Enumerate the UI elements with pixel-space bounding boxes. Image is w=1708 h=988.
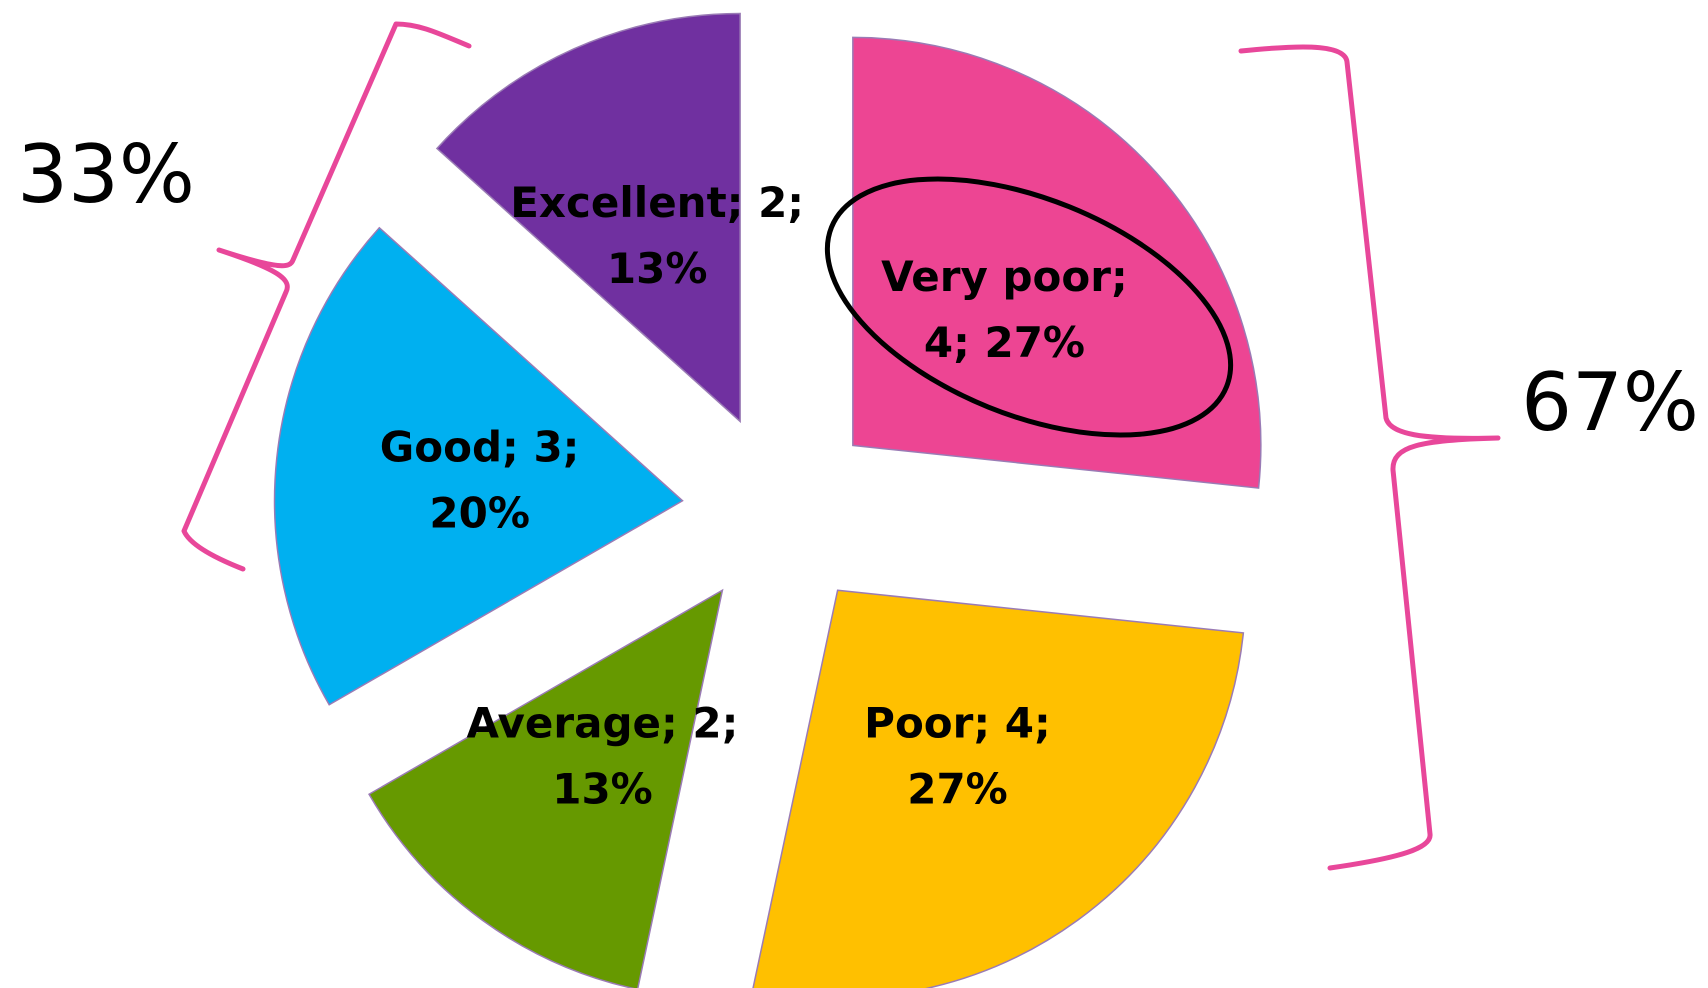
- data-label: Good; 3; 20%: [380, 422, 580, 537]
- slice: [368, 588, 724, 988]
- data-label-line: 27%: [907, 764, 1008, 813]
- data-label-line: Average; 2;: [467, 698, 739, 747]
- data-label-line: 4; 27%: [924, 318, 1085, 367]
- right-brace: [1238, 44, 1501, 871]
- slices: [273, 12, 1262, 988]
- slice: [852, 36, 1262, 489]
- labels: Very poor; 4; 27% Poor; 4; 27% Average; 2; 13…: [380, 178, 1128, 813]
- data-label: Very poor; 4; 27%: [881, 252, 1128, 367]
- data-label-line: Very poor;: [881, 252, 1128, 301]
- slice: [752, 589, 1245, 988]
- data-label-line: 13%: [552, 764, 653, 813]
- data-label: Excellent; 2; 13%: [510, 178, 804, 293]
- data-label: Poor; 4; 27%: [864, 698, 1051, 813]
- data-label-line: 13%: [607, 244, 708, 293]
- annotation: 67%: [1521, 356, 1699, 449]
- data-label-line: Poor; 4;: [864, 698, 1051, 747]
- highlight-ellipse: [824, 176, 1234, 438]
- data-label-line: 20%: [429, 488, 530, 537]
- data-label-line: Good; 3;: [380, 422, 580, 471]
- annotation: 33%: [17, 128, 195, 221]
- data-label: Average; 2; 13%: [467, 698, 739, 813]
- slice: [273, 226, 684, 706]
- slice: [435, 12, 741, 424]
- left-brace: [181, 21, 472, 572]
- data-label-line: Excellent; 2;: [510, 178, 804, 227]
